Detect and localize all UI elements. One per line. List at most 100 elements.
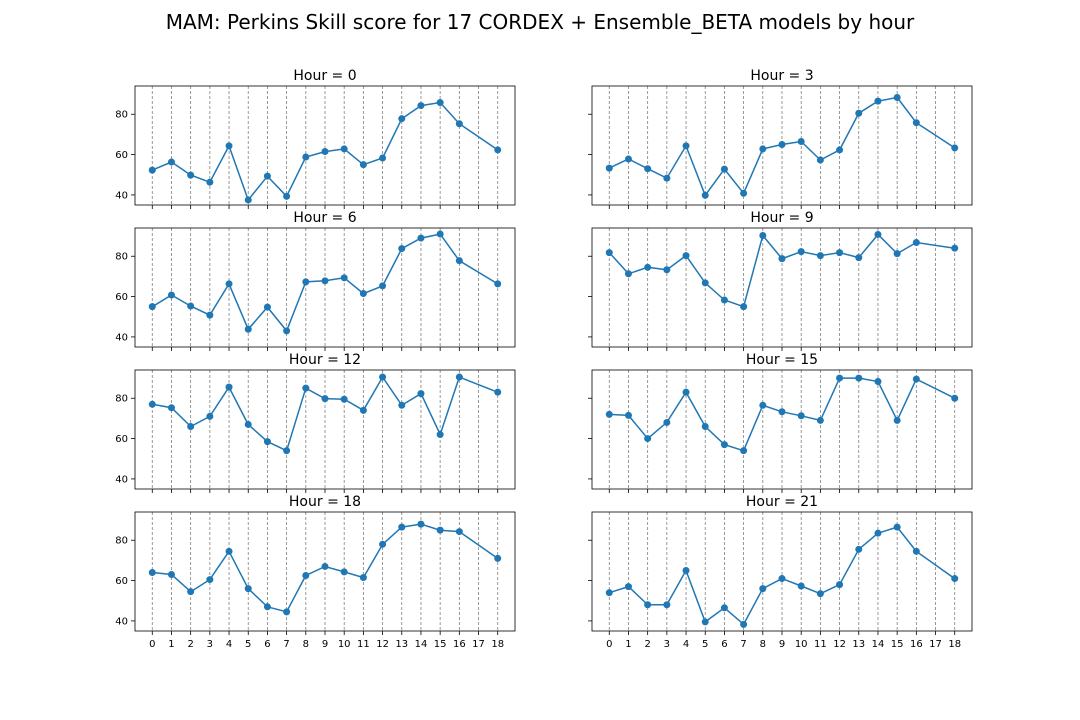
data-point (663, 266, 671, 274)
data-point (340, 145, 348, 153)
data-point (740, 447, 748, 455)
data-point (494, 146, 502, 154)
data-point (759, 401, 767, 409)
figure-title: MAM: Perkins Skill score for 17 CORDEX +… (166, 10, 915, 34)
x-tick-label: 13 (852, 639, 865, 650)
data-point (321, 562, 329, 570)
y-tick-label: 80 (115, 252, 128, 263)
data-point (797, 582, 805, 590)
panel-title: Hour = 18 (289, 494, 361, 510)
panel-4: Hour = 12 40 60 80 (115, 352, 516, 493)
data-point (797, 412, 805, 420)
x-tick-label: 0 (606, 639, 612, 650)
data-point (740, 189, 748, 197)
series-line (152, 375, 498, 452)
data-point (912, 547, 920, 555)
data-point (836, 581, 844, 589)
data-point (302, 572, 310, 580)
x-tick-label: 6 (721, 639, 727, 650)
x-tick-label: 17 (472, 639, 485, 650)
data-point (398, 245, 406, 253)
x-tick-label: 8 (760, 639, 766, 650)
data-point (855, 374, 863, 382)
panel-7: Hour = 210 1 2 3 4 5 6 7 8 9 10 11 12 13 14 15 16 17 18 (588, 494, 973, 650)
data-point (494, 280, 502, 288)
data-point (417, 234, 425, 242)
data-point (206, 576, 214, 584)
data-point (701, 422, 709, 430)
data-point (244, 196, 252, 204)
data-point (816, 252, 824, 260)
data-point (605, 410, 613, 418)
data-point (912, 119, 920, 127)
data-point (167, 404, 175, 412)
y-tick-label: 40 (115, 190, 128, 201)
x-tick-label: 6 (264, 639, 270, 650)
data-point (283, 192, 291, 200)
data-point (682, 252, 690, 260)
data-point (797, 248, 805, 256)
data-point (398, 115, 406, 123)
x-tick-label: 3 (664, 639, 670, 650)
data-point (605, 589, 613, 597)
data-point (624, 411, 632, 419)
data-point (605, 249, 613, 257)
data-point (225, 383, 233, 391)
x-tick-label: 5 (702, 639, 708, 650)
data-point (455, 528, 463, 536)
panel-3: Hour = 9 (588, 210, 973, 351)
data-point (436, 99, 444, 107)
data-point (644, 435, 652, 443)
data-point (321, 148, 329, 156)
data-point (340, 395, 348, 403)
data-point (624, 270, 632, 278)
data-point (701, 191, 709, 199)
panel-title: Hour = 6 (293, 210, 356, 226)
data-point (244, 585, 252, 593)
panel-0: Hour = 0 40 60 80 (115, 68, 516, 209)
data-point (321, 277, 329, 285)
data-point (187, 302, 195, 310)
axes-frame (134, 511, 516, 632)
panel-title: Hour = 12 (289, 352, 361, 368)
axes-frame (591, 511, 973, 632)
data-point (855, 545, 863, 553)
x-tick-label: 11 (357, 639, 370, 650)
data-point (283, 608, 291, 616)
data-point (682, 388, 690, 396)
data-point (912, 239, 920, 247)
axes-frame (591, 369, 973, 490)
x-tick-label: 9 (322, 639, 328, 650)
data-point (398, 401, 406, 409)
axes-frame (134, 85, 516, 206)
data-point (893, 250, 901, 258)
x-tick-label: 0 (149, 639, 155, 650)
data-point (836, 249, 844, 257)
x-tick-label: 16 (910, 639, 923, 650)
data-point (720, 604, 728, 612)
data-point (187, 171, 195, 179)
y-tick-label: 60 (115, 150, 128, 161)
x-tick-label: 7 (283, 639, 289, 650)
data-point (302, 384, 310, 392)
data-point (759, 145, 767, 153)
data-point (302, 153, 310, 161)
data-point (379, 373, 387, 381)
data-point (244, 420, 252, 428)
data-point (816, 156, 824, 164)
data-point (379, 282, 387, 290)
data-point (874, 377, 882, 385)
data-point (187, 588, 195, 596)
x-tick-label: 12 (833, 639, 846, 650)
x-tick-label: 17 (929, 639, 942, 650)
data-point (148, 569, 156, 577)
data-point (379, 540, 387, 548)
data-point (644, 165, 652, 173)
data-point (951, 244, 959, 252)
data-point (263, 603, 271, 611)
data-point (417, 390, 425, 398)
data-point (624, 583, 632, 591)
data-point (494, 388, 502, 396)
